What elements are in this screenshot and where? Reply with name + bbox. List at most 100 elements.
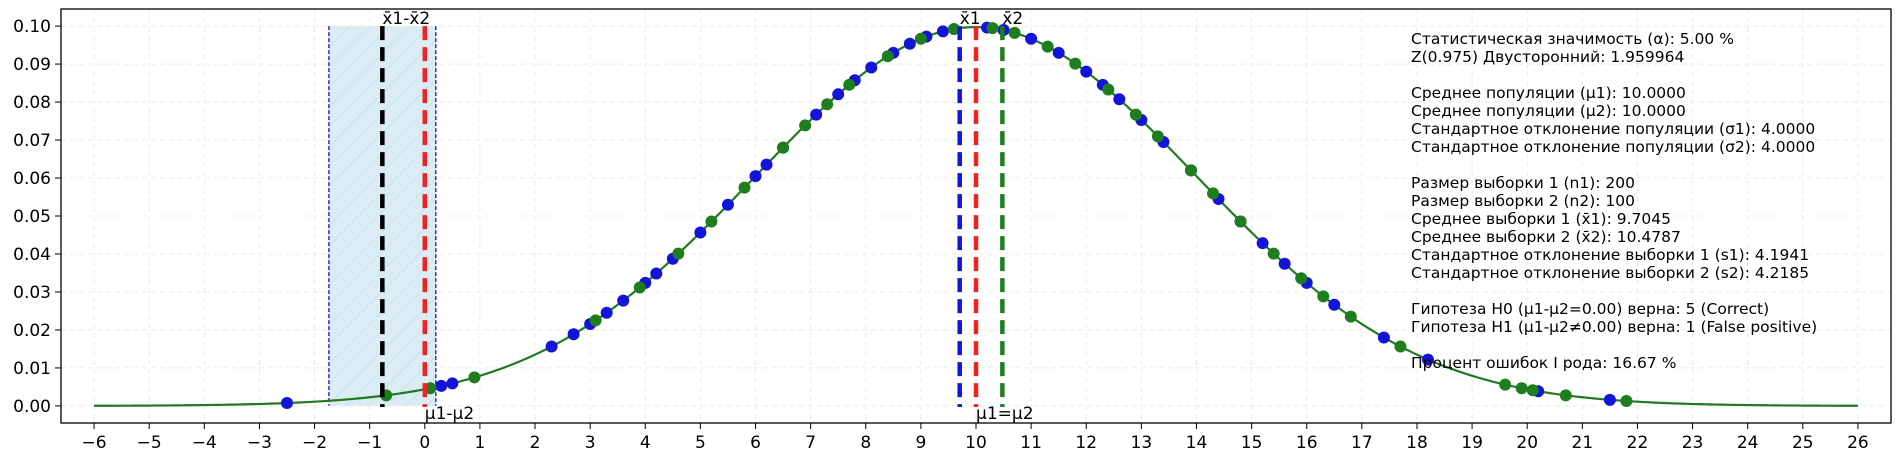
vline-label: μ1=μ2: [976, 404, 1034, 424]
y-axis: 0.00 0.01 0.02 0.03 0.04 0.05 0.06 0.07 0.08 0.09…: [13, 17, 61, 417]
sample1-point: [1052, 46, 1065, 59]
x-tick-label: 7: [805, 433, 816, 453]
sample1-point: [1113, 93, 1126, 106]
sample2-point: [1184, 164, 1197, 177]
sample2-point: [1559, 389, 1572, 402]
x-tick-label: −6: [82, 433, 107, 453]
sample2-point: [1151, 130, 1164, 143]
stats-line: Размер выборки 2 (n2): 100: [1411, 192, 1635, 210]
y-tick-label: 0.05: [13, 207, 51, 227]
x-tick-label: 4: [640, 433, 651, 453]
sample2-point: [1102, 83, 1115, 96]
x-tick-label: 25: [1792, 433, 1814, 453]
sample1-point: [810, 108, 823, 121]
sample2-point: [1344, 310, 1357, 323]
sample1-point: [903, 37, 916, 50]
x-tick-label: 0: [419, 433, 430, 453]
sample1-point: [650, 267, 663, 280]
y-tick-label: 0.09: [13, 55, 51, 75]
sample1-point: [280, 397, 293, 410]
sample2-point: [672, 247, 685, 260]
sample1-point: [435, 379, 448, 392]
y-tick-label: 0.01: [13, 359, 51, 379]
stats-line: Процент ошибок I рода: 16.67 %: [1411, 354, 1676, 372]
x-tick-label: 21: [1572, 433, 1594, 453]
sample2-point: [1394, 340, 1407, 353]
x-tick-label: 14: [1186, 433, 1208, 453]
stats-line: Стандартное отклонение выборки 1 (s1): 4…: [1411, 246, 1809, 264]
sample1-point: [1025, 32, 1038, 45]
sample2-point: [1234, 215, 1247, 228]
sample2-point: [424, 382, 437, 395]
x-tick-label: 24: [1737, 433, 1759, 453]
sample2-point: [705, 215, 718, 228]
sample1-point: [1328, 298, 1341, 311]
sample2-point: [1041, 40, 1054, 53]
stats-line: Гипотеза H1 (μ1-μ2≠0.00) верна: 1 (False…: [1411, 318, 1817, 336]
x-tick-label: −1: [357, 433, 382, 453]
sample1-point: [832, 88, 845, 101]
sample2-point: [1008, 26, 1021, 39]
sample-points: [280, 21, 1633, 410]
x-tick-label: 19: [1461, 433, 1483, 453]
stats-box: Статистическая значимость (α): 5.00 %Z(0…: [1411, 30, 1817, 372]
stats-line: Гипотеза H0 (μ1-μ2=0.00) верна: 5 (Corre…: [1411, 300, 1769, 318]
stats-line: Стандартное отклонение выборки 2 (s2): 4…: [1411, 264, 1809, 282]
vline-label: x̄1-x̄2: [382, 9, 430, 29]
x-tick-label: −3: [247, 433, 272, 453]
sample2-point: [1515, 382, 1528, 395]
vline-label: μ1-μ2: [425, 404, 474, 424]
x-tick-label: 12: [1075, 433, 1097, 453]
sample2-point: [633, 281, 646, 294]
sample1-point: [567, 328, 580, 341]
sample1-point: [600, 306, 613, 319]
x-tick-label: 9: [915, 433, 926, 453]
x-tick-label: 15: [1241, 433, 1263, 453]
sample1-point: [446, 377, 459, 390]
sample2-point: [1129, 108, 1142, 121]
sample1-point: [721, 198, 734, 211]
sample1-point: [936, 25, 949, 38]
x-tick-label: 5: [695, 433, 706, 453]
x-tick-label: 2: [530, 433, 541, 453]
sample2-point: [821, 98, 834, 111]
sample1-point: [617, 294, 630, 307]
sample2-point: [1526, 384, 1539, 397]
x-tick-label: 22: [1627, 433, 1649, 453]
sample1-point: [1603, 393, 1616, 406]
sample2-point: [468, 371, 481, 384]
stats-line: Статистическая значимость (α): 5.00 %: [1411, 30, 1734, 48]
sample2-point: [738, 181, 751, 194]
sample2-point: [947, 22, 960, 35]
sample2-point: [1069, 57, 1082, 70]
x-tick-label: 1: [475, 433, 486, 453]
y-tick-label: 0.04: [13, 245, 51, 265]
x-axis: −6 −5 −4 −3 −2 −1 0 1 2 3 4 5 6 7 8 9 10 11 12 13 14 15 16 17 18…: [82, 423, 1869, 453]
sample1-point: [545, 340, 558, 353]
sample1-point: [749, 170, 762, 183]
x-tick-label: −2: [302, 433, 327, 453]
sample1-point: [1421, 353, 1434, 366]
x-tick-label: 23: [1682, 433, 1704, 453]
sample1-point: [1278, 257, 1291, 270]
sample2-point: [589, 314, 602, 327]
sample2-point: [986, 22, 999, 35]
sample2-point: [843, 78, 856, 91]
y-tick-label: 0.00: [13, 397, 51, 417]
sample1-point: [760, 158, 773, 171]
y-tick-label: 0.06: [13, 169, 51, 189]
y-tick-label: 0.03: [13, 283, 51, 303]
x-tick-label: 26: [1847, 433, 1869, 453]
stats-line: Среднее популяции (μ1): 10.0000: [1411, 84, 1686, 102]
sample1-point: [1256, 237, 1269, 250]
y-tick-label: 0.08: [13, 93, 51, 113]
x-tick-label: 13: [1131, 433, 1153, 453]
x-tick-label: 18: [1406, 433, 1428, 453]
x-tick-label: 8: [860, 433, 871, 453]
sample1-point: [694, 226, 707, 239]
vline-label: x̄2: [1002, 9, 1023, 29]
x-tick-label: 20: [1516, 433, 1538, 453]
stats-line: Размер выборки 1 (n1): 200: [1411, 174, 1635, 192]
stats-line: Z(0.975) Двусторонний: 1.959964: [1411, 48, 1684, 66]
x-tick-label: 3: [585, 433, 596, 453]
